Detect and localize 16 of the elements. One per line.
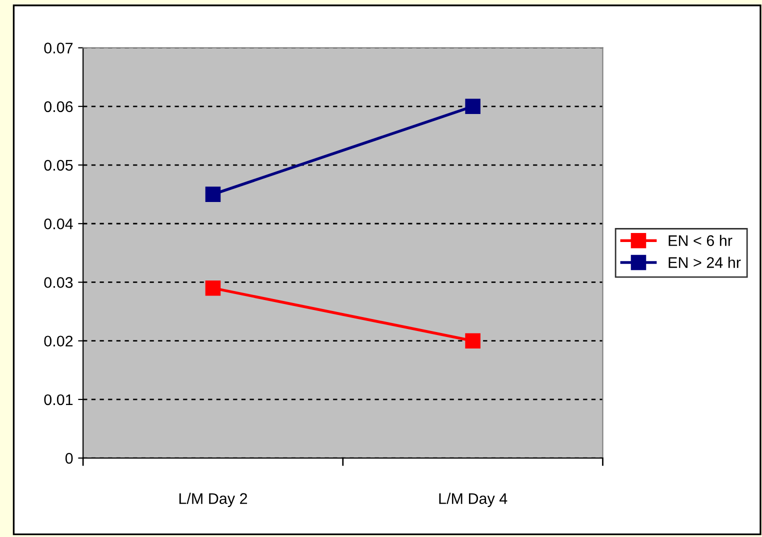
legend-label: EN > 24 hr [668, 256, 741, 268]
y-tick-label: 0.07 [44, 42, 73, 54]
point [205, 186, 221, 202]
y-tick-label: 0.02 [44, 336, 73, 347]
point [205, 280, 221, 296]
x-tick-label: L/M Day 4 [439, 492, 508, 508]
y-tick-label: 0.03 [44, 277, 73, 288]
point [465, 98, 480, 114]
y-tick-label: 0.04 [44, 218, 73, 230]
point [465, 333, 480, 348]
y-tick-label: 0.01 [44, 394, 73, 406]
y-tick-label: 0.05 [44, 160, 73, 171]
y-tick-label: 0.06 [44, 101, 73, 112]
y-tick-label: 0 [65, 452, 73, 464]
legend-label: EN < 6 hr [668, 234, 732, 246]
x-tick-label: L/M Day 2 [179, 492, 248, 508]
